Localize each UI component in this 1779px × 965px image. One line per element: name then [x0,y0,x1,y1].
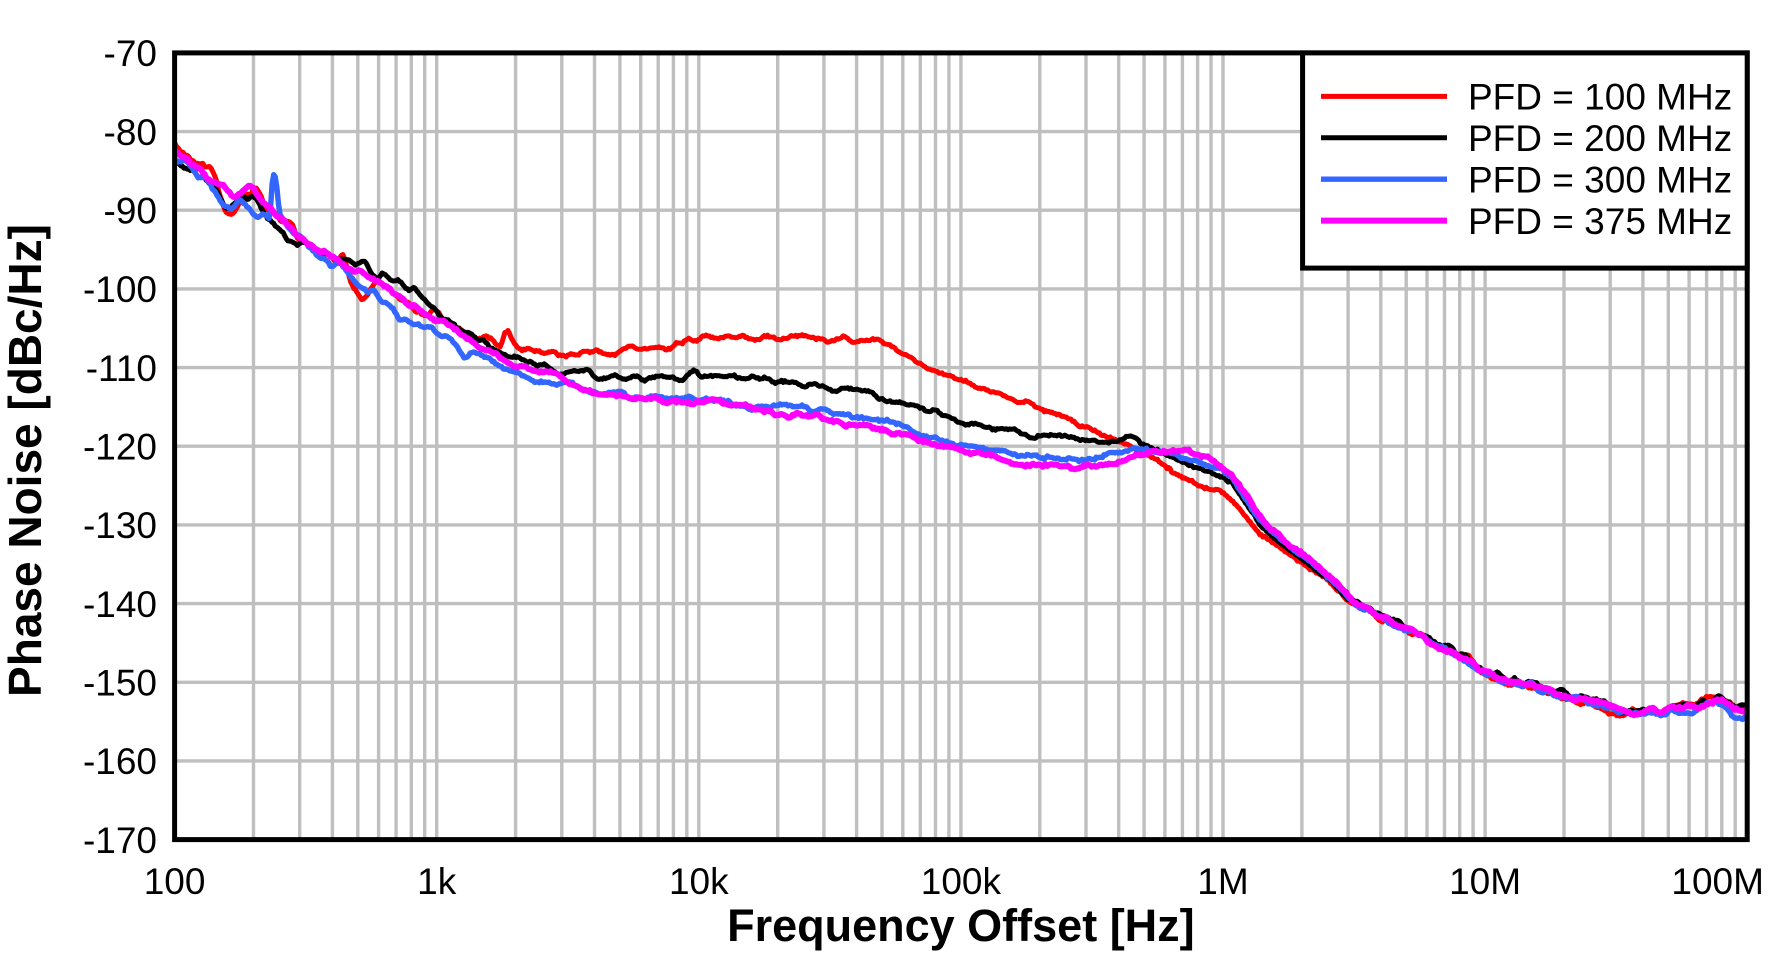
svg-text:-100: -100 [83,269,157,310]
svg-text:1M: 1M [1197,861,1248,902]
svg-text:-150: -150 [83,663,157,704]
svg-text:-130: -130 [83,505,157,546]
svg-text:PFD = 200 MHz: PFD = 200 MHz [1468,118,1732,159]
svg-text:100: 100 [144,861,206,902]
svg-text:PFD = 300 MHz: PFD = 300 MHz [1468,159,1732,200]
svg-text:100k: 100k [921,861,1002,902]
svg-text:-110: -110 [86,348,157,389]
svg-text:PFD = 100 MHz: PFD = 100 MHz [1468,77,1732,118]
svg-text:-140: -140 [83,584,157,625]
svg-text:-90: -90 [104,190,157,231]
svg-text:Phase Noise [dBc/Hz]: Phase Noise [dBc/Hz] [0,224,51,697]
svg-text:1k: 1k [417,861,457,902]
svg-text:-120: -120 [83,426,157,467]
svg-text:-170: -170 [83,820,157,861]
svg-text:-80: -80 [104,112,157,153]
svg-text:Frequency Offset [Hz]: Frequency Offset [Hz] [727,900,1195,951]
svg-text:10k: 10k [669,861,729,902]
svg-text:100M: 100M [1671,861,1764,902]
svg-text:10M: 10M [1449,861,1521,902]
svg-text:-70: -70 [104,33,157,74]
svg-text:-160: -160 [83,741,157,782]
svg-text:PFD = 375 MHz: PFD = 375 MHz [1468,201,1732,242]
